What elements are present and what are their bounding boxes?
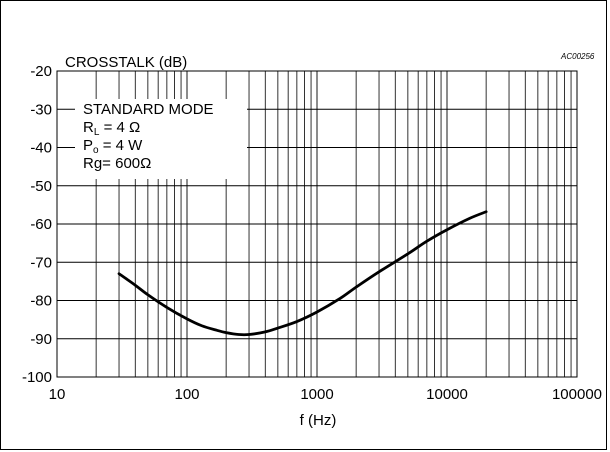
plot-border bbox=[56, 70, 578, 378]
figure-code: AC00256 bbox=[560, 52, 595, 61]
legend-po-rest: = 4 W bbox=[99, 137, 144, 154]
y-tick-label: -70 bbox=[30, 254, 52, 271]
x-tick-label: 100000 bbox=[552, 386, 602, 403]
legend-rl-sub: L bbox=[94, 127, 100, 138]
legend-po: Po = 4 W bbox=[83, 137, 143, 156]
y-tick-label: -60 bbox=[30, 216, 52, 233]
legend-rg: Rg= 600Ω bbox=[83, 155, 151, 172]
y-tick-label: -80 bbox=[30, 293, 52, 310]
y-tick-labels: -20 -30 -40 -50 -60 -70 -80 -90 -100 bbox=[22, 63, 52, 386]
y-tick-label: -30 bbox=[30, 101, 52, 118]
legend-rl-main: R bbox=[83, 119, 94, 136]
y-tick-label: -100 bbox=[22, 369, 52, 386]
y-tick-label: -90 bbox=[30, 331, 52, 348]
crosstalk-curve bbox=[117, 210, 488, 337]
chart-title: CROSSTALK (dB) bbox=[65, 54, 187, 71]
x-tick-label: 100 bbox=[174, 386, 199, 403]
legend-po-sub: o bbox=[93, 145, 99, 156]
legend-po-main: P bbox=[83, 137, 93, 154]
legend-background bbox=[75, 99, 247, 179]
legend-mode: STANDARD MODE bbox=[83, 101, 214, 118]
y-tick-label: -50 bbox=[30, 178, 52, 195]
x-tick-label: 10000 bbox=[426, 386, 468, 403]
x-tick-label: 1000 bbox=[300, 386, 333, 403]
legend-box: STANDARD MODE RL = 4 Ω Po = 4 W Rg= 600Ω bbox=[75, 99, 247, 179]
series-curves bbox=[117, 210, 488, 337]
legend-rl: RL = 4 Ω bbox=[83, 119, 140, 138]
y-tick-label: -20 bbox=[30, 63, 52, 80]
legend-rl-rest: = 4 Ω bbox=[99, 119, 140, 136]
y-tick-label: -40 bbox=[30, 140, 52, 157]
x-axis-label: f (Hz) bbox=[300, 412, 337, 429]
x-tick-labels: 10 100 1000 10000 100000 bbox=[49, 386, 602, 403]
x-tick-label: 10 bbox=[49, 386, 66, 403]
